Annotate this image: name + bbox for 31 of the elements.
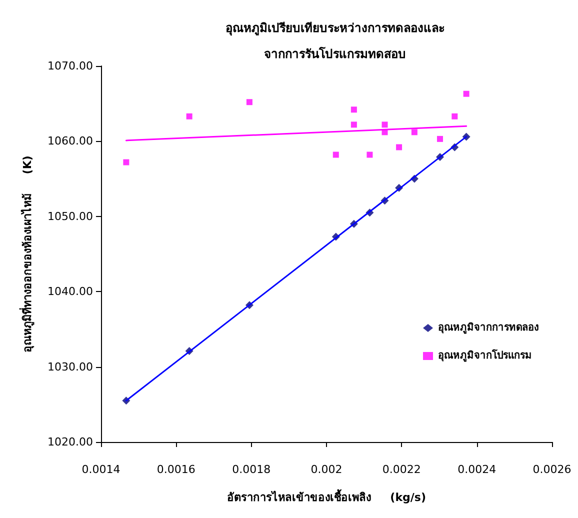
x-tick-label: 0.0014 — [82, 463, 120, 476]
point — [350, 106, 357, 113]
point — [396, 144, 402, 150]
y-tick-label: 1060.00 — [48, 134, 93, 148]
point — [452, 113, 458, 120]
point — [350, 122, 357, 128]
x-tick-label: 0.0018 — [232, 463, 271, 476]
point — [437, 136, 443, 142]
y-tick-label: 1050.00 — [48, 210, 93, 223]
y-tick-label: 1040.00 — [48, 285, 93, 298]
point — [463, 90, 470, 97]
y-axis-title: อุณหภูมิที่ทางออกของห้องเผาไหม้ (K) — [19, 156, 35, 352]
x-tick-label: 0.0026 — [532, 463, 572, 476]
point — [246, 99, 252, 106]
x-tick-label: 0.0016 — [156, 463, 196, 476]
point — [123, 159, 130, 166]
x-tick-label: 0.002 — [310, 463, 342, 476]
y-tick-label: 1020.00 — [48, 436, 93, 448]
x-axis-title: อัตราการไหลเข้าของเชื้อเพลิง (kg/s) — [227, 489, 426, 504]
point — [382, 122, 388, 128]
chart-title: อุณหภูมิเปรียบเทียบระหว่างการทดลองและ จากการรันโปรแกรมทดสอบ — [226, 21, 444, 61]
x-tick-label: 0.0022 — [382, 463, 421, 476]
point — [186, 113, 192, 120]
legend-label: อุณหภูมิจากการทดลอง — [438, 322, 539, 334]
x-tick-label: 0.0024 — [458, 463, 496, 476]
point — [366, 152, 373, 158]
y-tick-label: 1030.00 — [48, 360, 93, 374]
legend-label: อุณหภูมิจากโปรแกรม — [438, 348, 532, 362]
y-tick-label: 1070.00 — [48, 60, 93, 72]
point — [332, 152, 339, 158]
point — [411, 129, 418, 136]
